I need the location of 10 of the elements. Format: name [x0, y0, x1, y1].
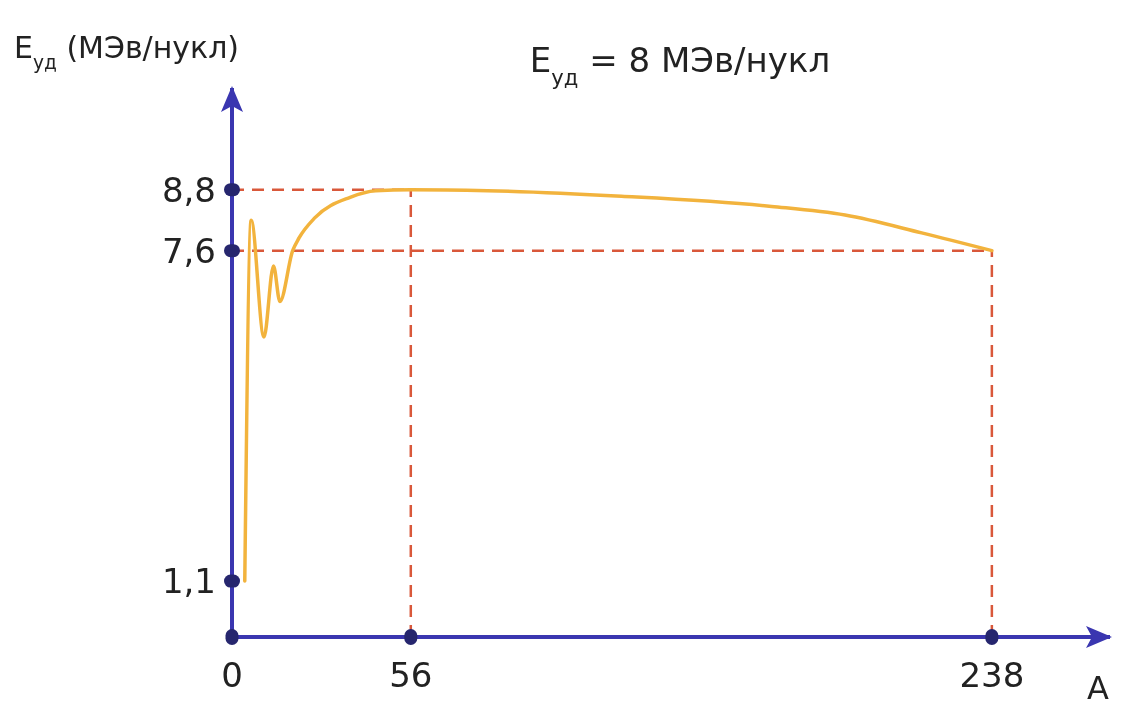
x-axis-title: A: [1087, 669, 1110, 707]
x-tick-label: 0: [221, 655, 243, 695]
y-axis-title: E$_{уд}$ (МЭв/нукл): [14, 30, 240, 73]
line-series: [243, 187, 994, 583]
y-tick-label: 1,1: [161, 561, 216, 602]
y-tick-label: 8,8: [161, 169, 216, 210]
y-tick-label: 7,6: [161, 230, 216, 271]
x-tick-label: 238: [959, 655, 1025, 695]
x-tick-label: 56: [389, 655, 433, 695]
chart-title: E$_{уд}$ = 8 МЭв/нукл: [529, 40, 831, 90]
